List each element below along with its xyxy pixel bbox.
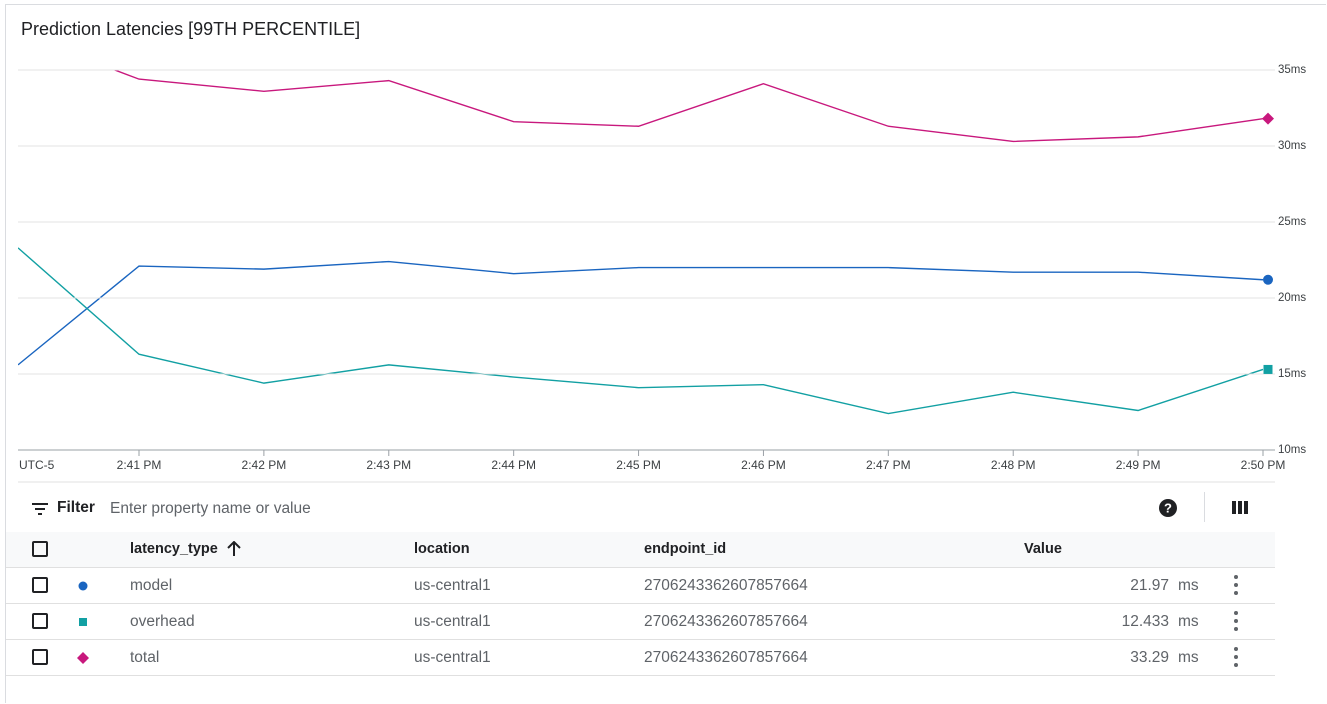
y-tick-label: 10ms bbox=[1278, 444, 1306, 456]
chart-title: Prediction Latencies [99TH PERCENTILE] bbox=[21, 19, 360, 39]
x-tick-label: 2:47 PM bbox=[866, 458, 911, 472]
y-tick-label: 35ms bbox=[1278, 64, 1306, 76]
columns-icon[interactable] bbox=[1232, 500, 1248, 516]
cell-latency-type: model bbox=[130, 577, 173, 594]
series-symbol bbox=[79, 618, 87, 626]
cell-unit: ms bbox=[1178, 649, 1199, 666]
row-menu[interactable] bbox=[1234, 647, 1238, 667]
column-header[interactable]: location bbox=[414, 541, 470, 557]
checkbox[interactable] bbox=[32, 649, 48, 665]
table-row: model us-central1 2706243362607857664 21.97… bbox=[6, 568, 1275, 604]
cell-endpoint-id: 2706243362607857664 bbox=[644, 613, 808, 630]
cell-latency-type: total bbox=[130, 649, 160, 666]
x-tick-label: 2:50 PM bbox=[1241, 458, 1286, 472]
x-tick-label: 2:48 PM bbox=[991, 458, 1036, 472]
series-line bbox=[18, 247, 1264, 415]
plot-area bbox=[18, 70, 1264, 415]
cell-unit: ms bbox=[1178, 577, 1199, 594]
table-row: total us-central1 2706243362607857664 33.29… bbox=[6, 640, 1275, 676]
end-marker bbox=[1263, 364, 1273, 374]
y-tick-label: 15ms bbox=[1278, 368, 1306, 380]
filter-input[interactable]: Enter property name or value bbox=[110, 500, 311, 517]
row-menu[interactable] bbox=[1234, 611, 1238, 631]
filter-bar: Filter Enter property name or value ? bbox=[6, 486, 1275, 532]
column-header[interactable]: Value bbox=[1024, 541, 1062, 557]
x-tick-label: 2:43 PM bbox=[366, 458, 411, 472]
chart: Prediction Latencies [99TH PERCENTILE] U… bbox=[18, 19, 1306, 483]
end-marker bbox=[78, 581, 88, 591]
svg-text:?: ? bbox=[1164, 500, 1172, 515]
sort-icon[interactable] bbox=[226, 541, 242, 557]
row-menu[interactable] bbox=[1234, 575, 1238, 595]
end-marker bbox=[77, 652, 89, 664]
end-marker bbox=[1262, 112, 1274, 125]
cell-location: us-central1 bbox=[414, 649, 491, 666]
x-tick-label: 2:49 PM bbox=[1116, 458, 1161, 472]
column-header[interactable]: endpoint_id bbox=[644, 541, 727, 557]
x-tick-label: 2:44 PM bbox=[491, 458, 536, 472]
help-icon[interactable]: ? bbox=[1158, 498, 1178, 518]
filter-icon[interactable] bbox=[32, 502, 50, 516]
separator bbox=[1204, 492, 1205, 522]
checkbox[interactable] bbox=[32, 541, 48, 557]
x-tick-label: 2:41 PM bbox=[117, 458, 162, 472]
x-tick-label: 2:46 PM bbox=[741, 458, 786, 472]
x-tick-label: 2:42 PM bbox=[242, 458, 287, 472]
checkbox[interactable] bbox=[32, 613, 48, 629]
y-tick-label: 20ms bbox=[1278, 292, 1306, 304]
checkbox[interactable] bbox=[32, 577, 48, 593]
panel bbox=[5, 4, 1326, 703]
cell-location: us-central1 bbox=[414, 577, 491, 594]
y-tick-label: 30ms bbox=[1278, 140, 1306, 152]
table-row: overhead us-central1 2706243362607857664 12… bbox=[6, 604, 1275, 640]
series-line bbox=[18, 260, 1264, 366]
x-tick-label: 2:45 PM bbox=[616, 458, 661, 472]
series-symbol bbox=[77, 652, 89, 664]
cell-location: us-central1 bbox=[414, 613, 491, 630]
cell-endpoint-id: 2706243362607857664 bbox=[644, 649, 808, 666]
series-line bbox=[112, 70, 1264, 143]
cell-value: 21.97 bbox=[1130, 577, 1169, 594]
filter-label[interactable]: Filter bbox=[57, 499, 95, 516]
y-tick-label: 25ms bbox=[1278, 216, 1306, 228]
end-marker bbox=[1263, 274, 1273, 285]
column-header[interactable]: latency_type bbox=[130, 541, 218, 557]
x-axis-label: UTC-5 bbox=[19, 458, 55, 472]
header-row: latency_type location endpoint_id Value bbox=[6, 532, 1275, 568]
cell-value: 33.29 bbox=[1130, 649, 1169, 666]
end-marker bbox=[79, 618, 87, 626]
series-symbol bbox=[78, 581, 88, 591]
cell-unit: ms bbox=[1178, 613, 1199, 630]
cell-value: 12.433 bbox=[1121, 613, 1169, 630]
cell-endpoint-id: 2706243362607857664 bbox=[644, 577, 808, 594]
cell-latency-type: overhead bbox=[130, 613, 195, 630]
